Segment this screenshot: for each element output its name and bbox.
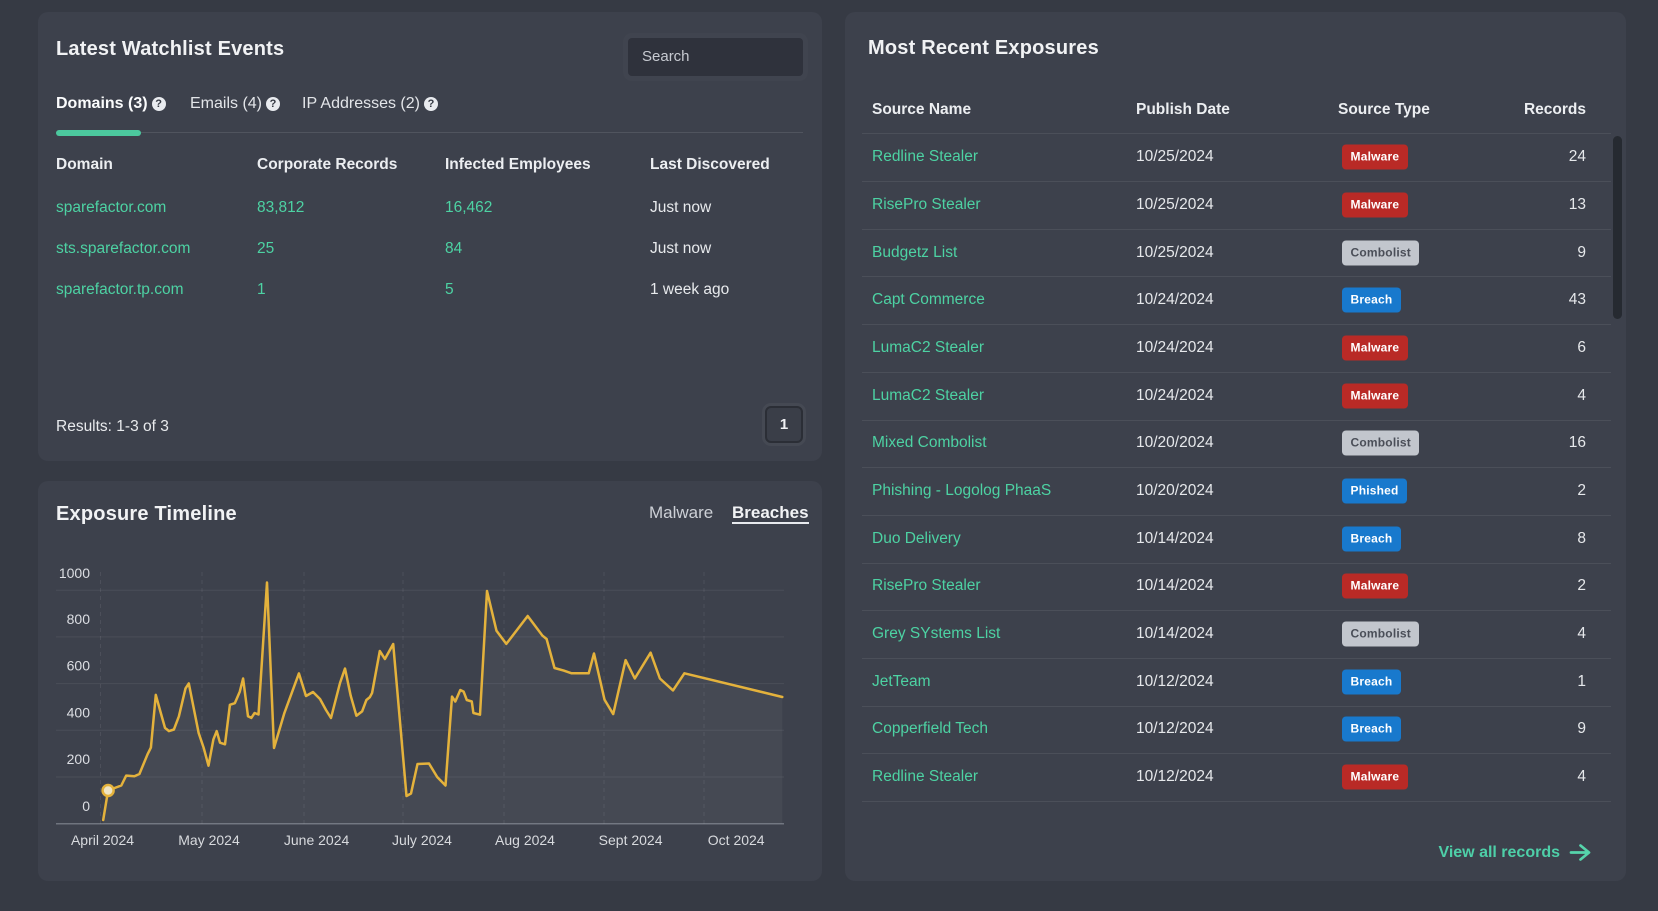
svg-text:Oct 2024: Oct 2024 <box>708 832 765 848</box>
svg-text:800: 800 <box>67 611 91 627</box>
svg-text:400: 400 <box>67 704 91 720</box>
svg-text:Sept 2024: Sept 2024 <box>599 832 663 848</box>
svg-text:May 2024: May 2024 <box>178 832 240 848</box>
svg-text:200: 200 <box>67 751 91 767</box>
svg-text:600: 600 <box>67 658 91 674</box>
svg-text:1000: 1000 <box>59 565 90 581</box>
svg-text:0: 0 <box>82 798 90 814</box>
svg-text:Aug 2024: Aug 2024 <box>495 832 555 848</box>
svg-text:June 2024: June 2024 <box>284 832 350 848</box>
svg-text:July 2024: July 2024 <box>392 832 452 848</box>
svg-text:April 2024: April 2024 <box>71 832 134 848</box>
